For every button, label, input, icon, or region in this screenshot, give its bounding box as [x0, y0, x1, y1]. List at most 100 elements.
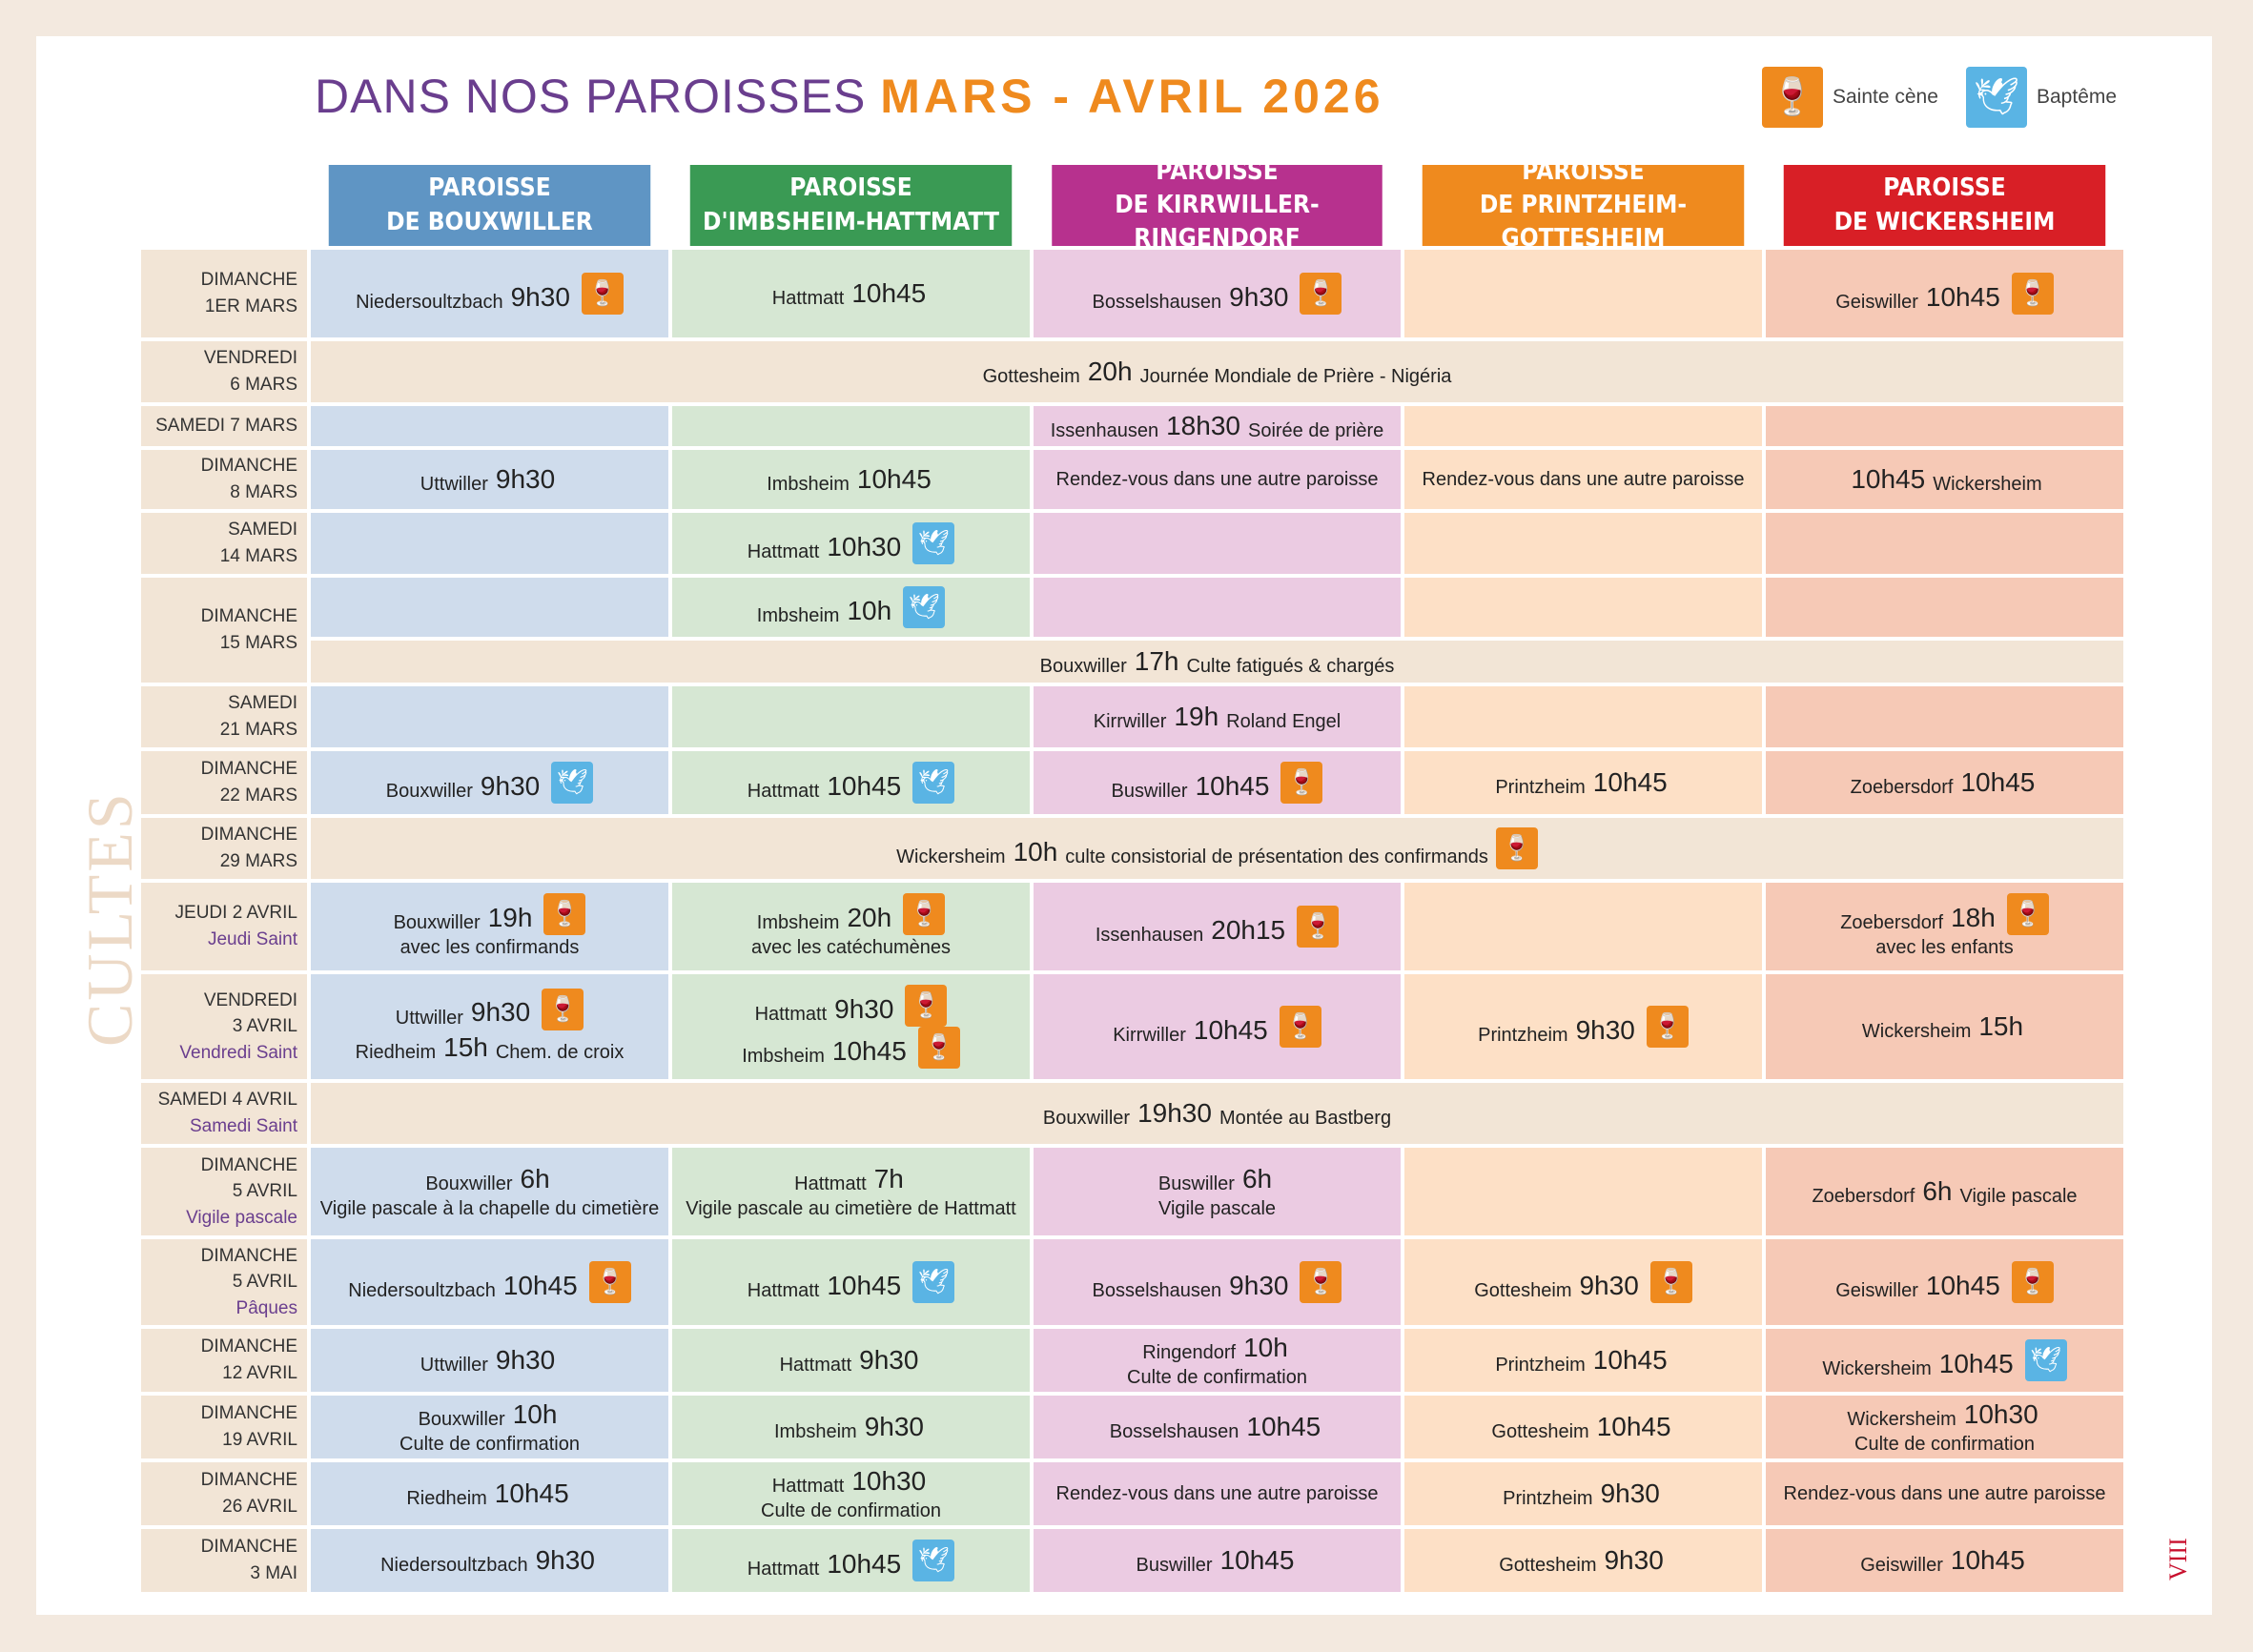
- date-line: JEUDI 2 AVRIL: [174, 903, 297, 924]
- note: Journée Mondiale de Prière - Nigéria: [1139, 366, 1452, 388]
- time: 9h30: [859, 1344, 919, 1375]
- chalice-icon: 🍷: [917, 1027, 960, 1069]
- chalice-icon: 🍷: [1300, 273, 1342, 315]
- date-line: DIMANCHE: [200, 1154, 297, 1175]
- place: Imbsheim: [756, 605, 840, 626]
- service-cell: Hattmatt 10h45 🕊: [672, 751, 1030, 814]
- entry-line: avec les confirmands: [400, 935, 580, 960]
- service-cell: Kirrwiller 10h45 🍷: [1034, 974, 1401, 1079]
- service-cell: Bosselshausen 10h45: [1034, 1396, 1401, 1458]
- entry-line: Hattmatt 10h45 🕊: [747, 762, 955, 804]
- place: Wickersheim: [1847, 1409, 1956, 1431]
- entry-line: Geiswiller 10h45: [1860, 1543, 2029, 1578]
- date-line: 21 MARS: [219, 720, 297, 740]
- entry-line: Wickersheim 10h30: [1847, 1397, 2041, 1432]
- place: Zoebersdorf: [1850, 777, 1954, 799]
- entry-line: Printzheim 9h30 🍷: [1478, 1006, 1689, 1048]
- time: 19h: [487, 902, 533, 932]
- place: Niedersoultzbach: [356, 292, 503, 313]
- page: DANS NOS PAROISSES MARS - AVRIL 2026 🍷 S…: [36, 36, 2212, 1615]
- chalice-icon: 🍷: [903, 893, 946, 935]
- time: 15h: [1978, 1010, 2024, 1041]
- time: 15h: [443, 1031, 488, 1062]
- legend-bapteme: 🕊 Baptême: [1966, 67, 2117, 128]
- place: Zoebersdorf: [1840, 912, 1944, 933]
- place: Gottesheim: [1474, 1280, 1572, 1301]
- place: Gottesheim: [1491, 1421, 1589, 1443]
- entry-line: Rendez-vous dans une autre paroisse: [1056, 1481, 1379, 1506]
- place: Issenhausen: [1050, 420, 1159, 442]
- service-cell: Zoebersdorf 10h45: [1766, 751, 2123, 814]
- service-cell: Hattmatt 9h30 🍷 Imbsheim 10h45 🍷: [672, 974, 1030, 1079]
- date-line: 29 MARS: [219, 851, 297, 871]
- chalice-icon: 🍷: [905, 985, 948, 1027]
- date-line: DIMANCHE: [200, 1336, 297, 1357]
- entry-line: Hattmatt 9h30 🍷: [755, 985, 948, 1027]
- liturgical-day: Vendredi Saint: [179, 1042, 297, 1063]
- service-cell: [311, 686, 668, 747]
- date-cell: DIMANCHE 15 MARS: [141, 578, 307, 683]
- service-cell: Hattmatt 10h30 Culte de confirmation: [672, 1462, 1030, 1525]
- time: 10h: [1243, 1332, 1288, 1362]
- place: Imbsheim: [742, 1046, 825, 1067]
- entry-line: Wickersheim 15h: [1862, 1010, 2027, 1044]
- note: Montée au Bastberg: [1219, 1108, 1392, 1130]
- entry-line: Niedersoultzbach 10h45 🍷: [348, 1261, 631, 1303]
- entry-line: Buswiller 6h: [1158, 1162, 1276, 1196]
- chalice-icon: 🍷: [2006, 893, 2049, 935]
- time: 10h45: [856, 463, 932, 494]
- time: 9h30: [495, 1344, 556, 1375]
- note: Vigile pascale: [1959, 1186, 2078, 1208]
- place: Wickersheim: [1822, 1358, 1932, 1379]
- time: 10h45: [1950, 1544, 2025, 1575]
- date-line: SAMEDI 4 AVRIL: [157, 1090, 297, 1111]
- date-cell: DIMANCHE 19 AVRIL: [141, 1396, 307, 1458]
- parish-header: PAROISSE DE BOUXWILLER: [328, 165, 651, 246]
- service-cell: Hattmatt 10h30 🕊: [672, 513, 1030, 574]
- entry-line: Hattmatt 10h45 🕊: [748, 1261, 955, 1303]
- entry-line: Bouxwiller 6h: [425, 1162, 553, 1196]
- chalice-icon: 🍷: [1762, 67, 1823, 128]
- entry-line: Geiswiller 10h45 🍷: [1835, 1261, 2054, 1303]
- date-cell: SAMEDI 21 MARS: [141, 686, 307, 747]
- date-cell: DIMANCHE 26 AVRIL: [141, 1462, 307, 1525]
- baptism-icon: 🕊: [912, 1261, 955, 1303]
- service-cell: Rendez-vous dans une autre paroisse: [1404, 450, 1762, 509]
- service-cell: Riedheim 10h45: [311, 1462, 668, 1525]
- date-cell: DIMANCHE 3 MAI: [141, 1529, 307, 1592]
- place: Rendez-vous dans une autre paroisse: [1422, 469, 1745, 490]
- service-cell: Buswiller 10h45: [1034, 1529, 1401, 1592]
- date-line: 5 AVRIL: [232, 1181, 297, 1202]
- liturgical-day: Jeudi Saint: [207, 929, 297, 949]
- date-line: 26 AVRIL: [222, 1497, 297, 1517]
- time: 6h: [520, 1163, 550, 1193]
- place: Uttwiller: [395, 1007, 463, 1029]
- place: Riedheim: [355, 1042, 437, 1064]
- date-line: DIMANCHE: [200, 1403, 297, 1424]
- service-cell: Uttwiller 9h30 🍷 Riedheim 15h Chem. de croix: [311, 974, 668, 1079]
- place: Bouxwiller: [385, 781, 473, 802]
- place: Hattmatt: [747, 781, 820, 802]
- entry-line: Gottesheim 20h Journée Mondiale de Prière …: [983, 355, 1452, 389]
- date-cell: DIMANCHE 22 MARS: [141, 751, 307, 814]
- place: Bouxwiller: [1042, 1108, 1131, 1130]
- chalice-icon: 🍷: [1646, 1006, 1689, 1048]
- liturgical-day: Vigile pascale: [186, 1207, 297, 1228]
- service-cell: [1766, 578, 2123, 637]
- legend-label: Baptême: [2037, 86, 2118, 108]
- date-cell: DIMANCHE 1ER MARS: [141, 250, 307, 337]
- entry-line: avec les enfants: [1875, 935, 2014, 960]
- parish-header: PAROISSE DE PRINTZHEIM-GOTTESHEIM: [1422, 157, 1745, 253]
- service-cell: Printzheim 9h30: [1404, 1462, 1762, 1525]
- service-cell: [1766, 406, 2123, 446]
- place: Printzheim: [1495, 1355, 1586, 1377]
- chalice-icon: 🍷: [1649, 1261, 1692, 1303]
- service-cell: Zoebersdorf 6h Vigile pascale: [1766, 1148, 2123, 1235]
- service-cell: [1404, 686, 1762, 747]
- entry-line: Vigile pascale au cimetière de Hattmatt: [686, 1196, 1015, 1221]
- time: 10h30: [851, 1465, 927, 1496]
- time: 20h: [1087, 356, 1133, 386]
- time: 20h: [847, 902, 892, 932]
- entry-line: Gottesheim 10h45: [1491, 1410, 1674, 1444]
- date-line: 1ER MARS: [204, 296, 297, 316]
